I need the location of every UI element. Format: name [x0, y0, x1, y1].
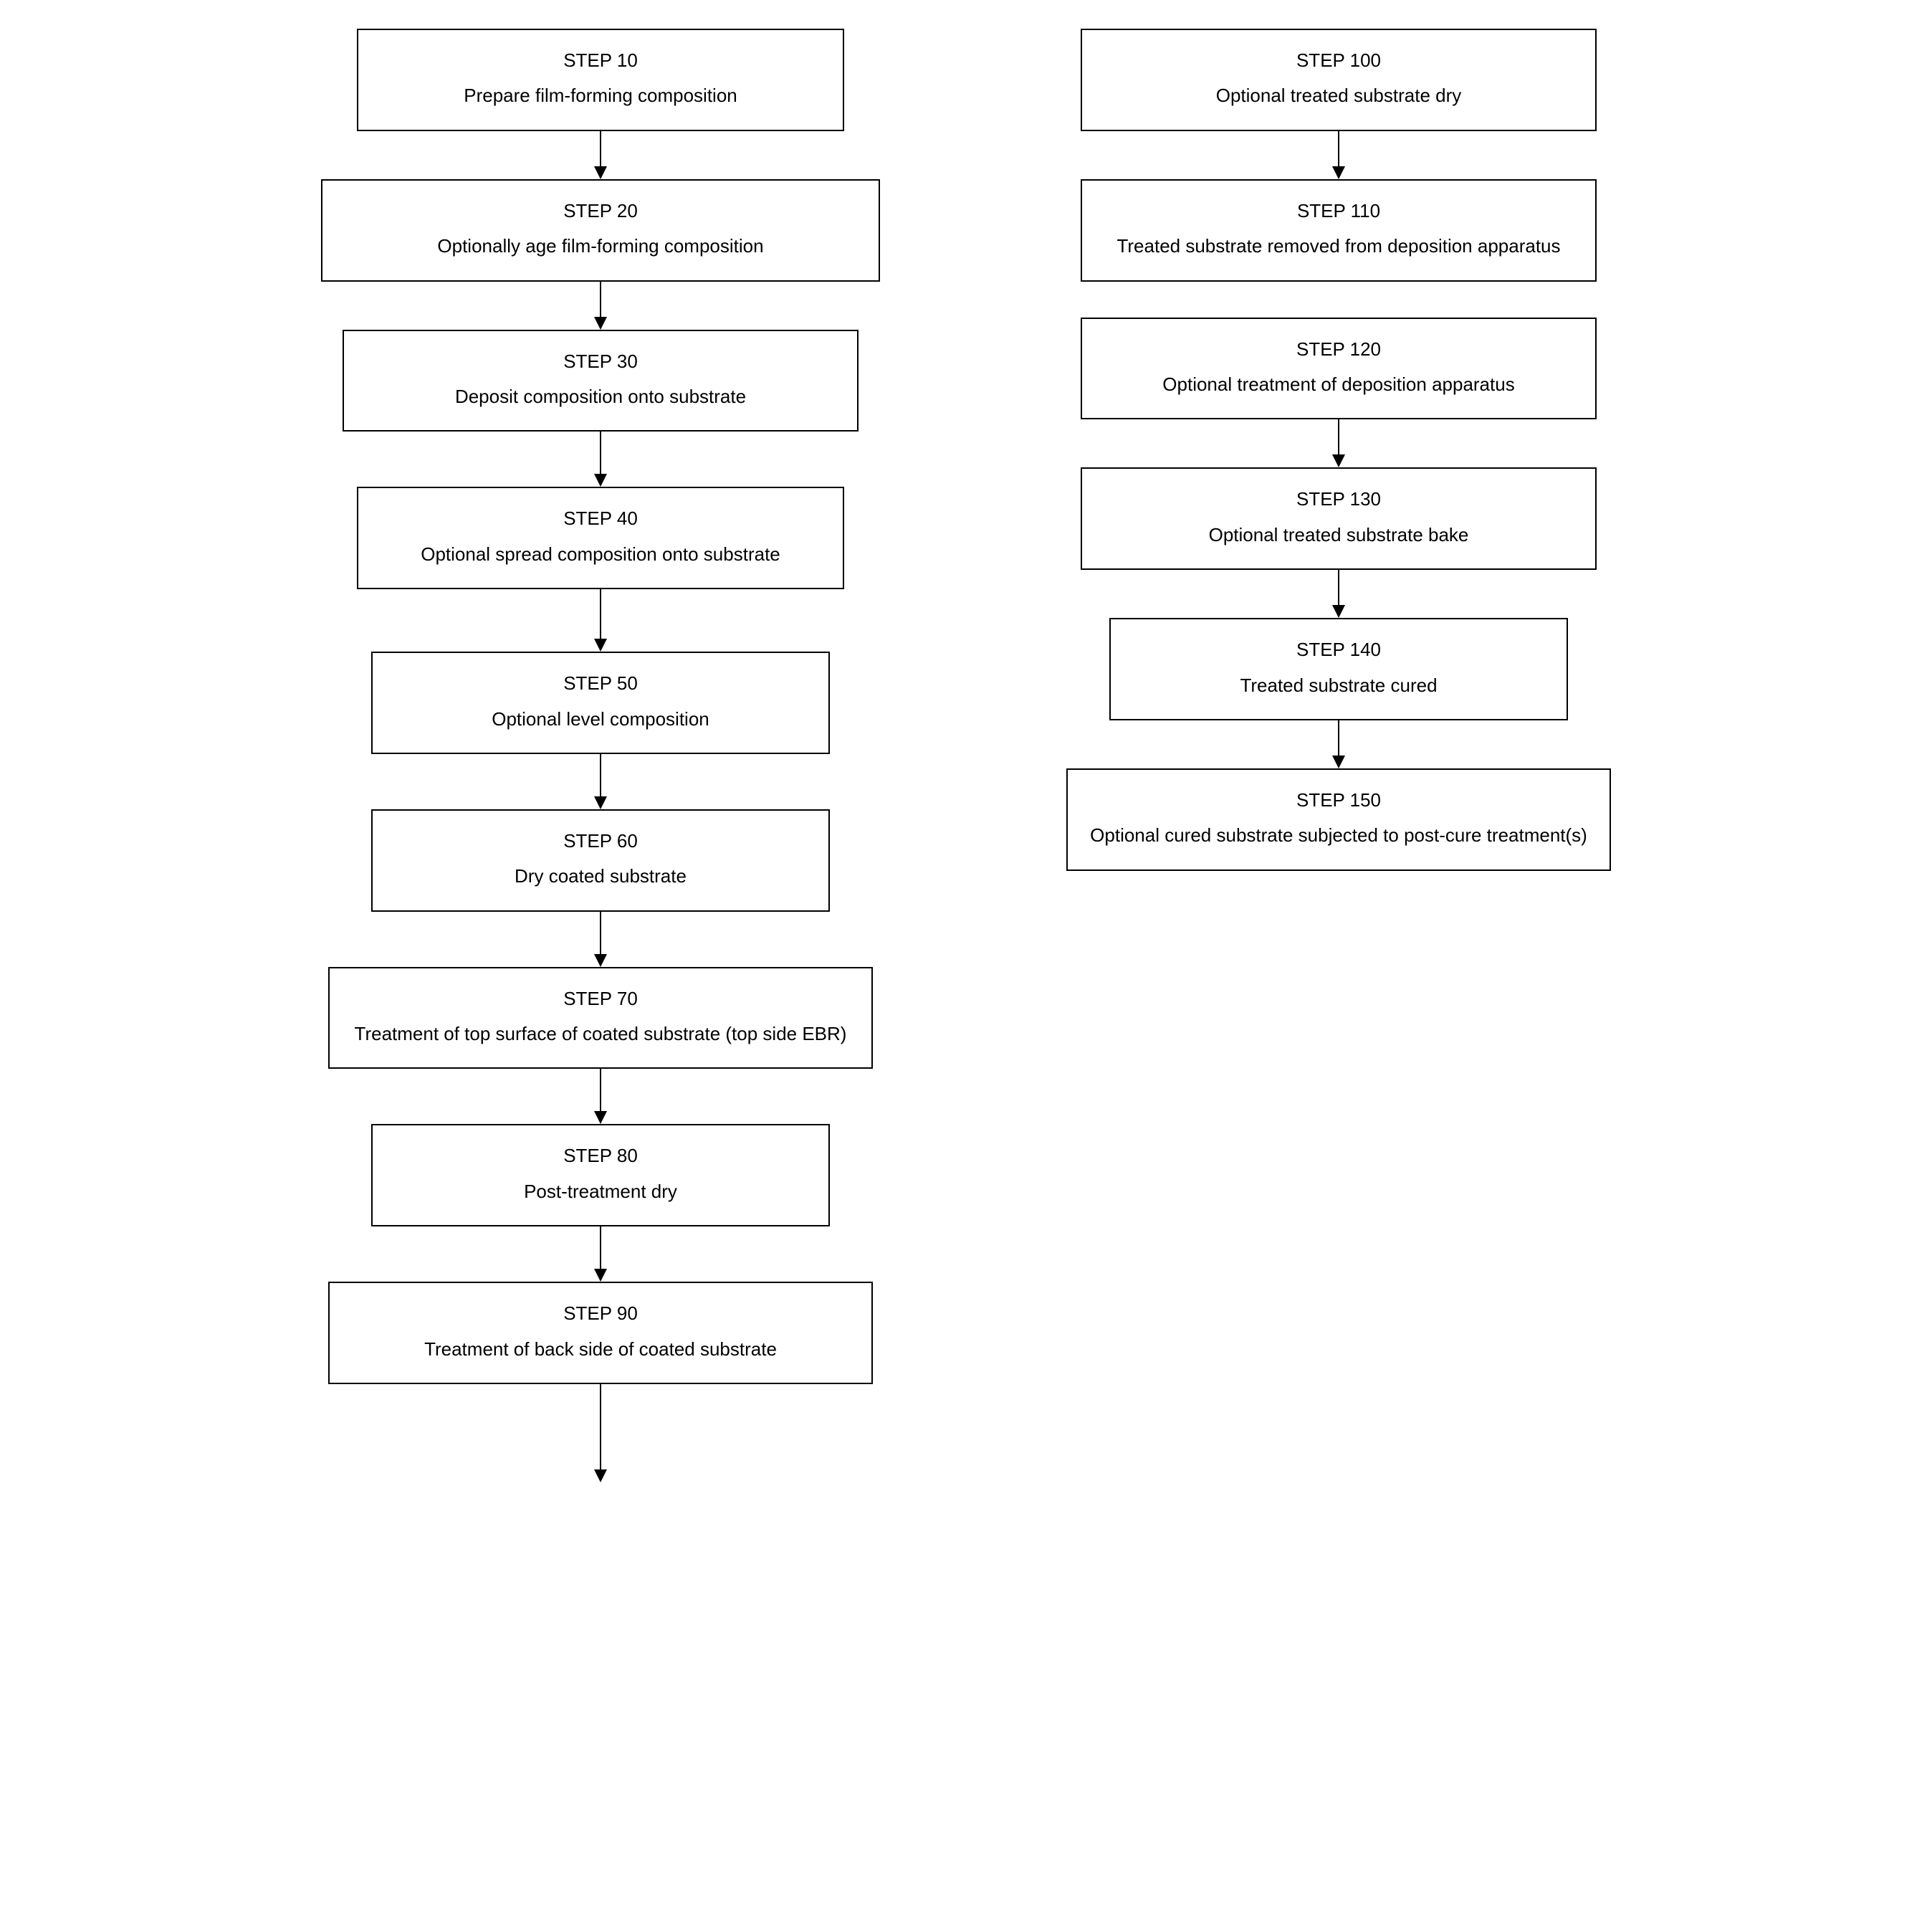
- step-number: STEP 30: [361, 344, 840, 379]
- step-description: Post-treatment dry: [390, 1174, 811, 1209]
- step-description: Optional spread composition onto substra…: [376, 537, 826, 572]
- step-description: Optionally age film-forming composition: [340, 229, 861, 264]
- step-description: Deposit composition onto substrate: [361, 379, 840, 414]
- step-description: Optional treated substrate dry: [1099, 78, 1578, 113]
- arrow-down-icon: [594, 912, 607, 967]
- flowchart-node: STEP 150Optional cured substrate subject…: [1066, 768, 1611, 871]
- flowchart-node: STEP 40Optional spread composition onto …: [357, 487, 844, 589]
- step-description: Optional treated substrate bake: [1099, 518, 1578, 553]
- flowchart-node: STEP 20Optionally age film-forming compo…: [321, 179, 880, 282]
- step-number: STEP 60: [390, 824, 811, 859]
- arrow-down-icon: [594, 589, 607, 652]
- step-number: STEP 110: [1099, 194, 1578, 229]
- flowchart-node: STEP 110Treated substrate removed from d…: [1081, 179, 1597, 282]
- flowchart-node: STEP 50Optional level composition: [371, 652, 830, 754]
- flowchart-node: STEP 10Prepare film-forming composition: [357, 29, 844, 131]
- flowchart-node: STEP 80Post-treatment dry: [371, 1124, 830, 1226]
- flowchart-node: STEP 120Optional treatment of deposition…: [1081, 318, 1597, 420]
- flowchart-node: STEP 90Treatment of back side of coated …: [328, 1282, 873, 1384]
- arrow-down-icon: [1332, 131, 1345, 179]
- step-number: STEP 150: [1085, 783, 1592, 818]
- step-number: STEP 10: [376, 43, 826, 78]
- arrow-down-icon: [594, 432, 607, 487]
- step-description: Prepare film-forming composition: [376, 78, 826, 113]
- step-number: STEP 90: [347, 1296, 854, 1331]
- step-number: STEP 40: [376, 501, 826, 536]
- arrow-down-icon: [594, 1384, 607, 1482]
- arrow-down-icon: [1332, 720, 1345, 768]
- flowchart-node: STEP 130Optional treated substrate bake: [1081, 467, 1597, 570]
- step-number: STEP 120: [1099, 332, 1578, 367]
- step-number: STEP 130: [1099, 482, 1578, 517]
- step-description: Treated substrate cured: [1128, 668, 1549, 703]
- step-description: Dry coated substrate: [390, 859, 811, 894]
- step-number: STEP 50: [390, 666, 811, 701]
- flowchart-node: STEP 60Dry coated substrate: [371, 809, 830, 912]
- arrow-down-icon: [594, 282, 607, 330]
- arrow-down-icon: [594, 1226, 607, 1282]
- flowchart-node: STEP 30Deposit composition onto substrat…: [343, 330, 859, 432]
- flowchart-node: STEP 140Treated substrate cured: [1109, 618, 1568, 720]
- flowchart-node: STEP 100Optional treated substrate dry: [1081, 29, 1597, 131]
- arrow-down-icon: [1332, 419, 1345, 467]
- step-number: STEP 80: [390, 1138, 811, 1173]
- step-description: Optional cured substrate subjected to po…: [1085, 818, 1592, 853]
- step-description: Optional level composition: [390, 702, 811, 737]
- arrow-down-icon: [594, 1069, 607, 1124]
- flowchart-node: STEP 70Treatment of top surface of coate…: [328, 967, 873, 1069]
- flowchart-column-left: STEP 10Prepare film-forming compositionS…: [321, 29, 880, 1511]
- step-description: Treated substrate removed from depositio…: [1099, 229, 1578, 264]
- step-number: STEP 100: [1099, 43, 1578, 78]
- step-description: Treatment of top surface of coated subst…: [347, 1016, 854, 1052]
- step-description: Optional treatment of deposition apparat…: [1099, 367, 1578, 402]
- arrow-down-icon: [594, 131, 607, 179]
- step-number: STEP 20: [340, 194, 861, 229]
- flowchart-column-right: STEP 100Optional treated substrate dryST…: [1066, 29, 1611, 871]
- step-description: Treatment of back side of coated substra…: [347, 1332, 854, 1367]
- step-number: STEP 140: [1128, 632, 1549, 667]
- arrow-down-icon: [1332, 570, 1345, 618]
- step-number: STEP 70: [347, 981, 854, 1016]
- arrow-down-icon: [594, 754, 607, 809]
